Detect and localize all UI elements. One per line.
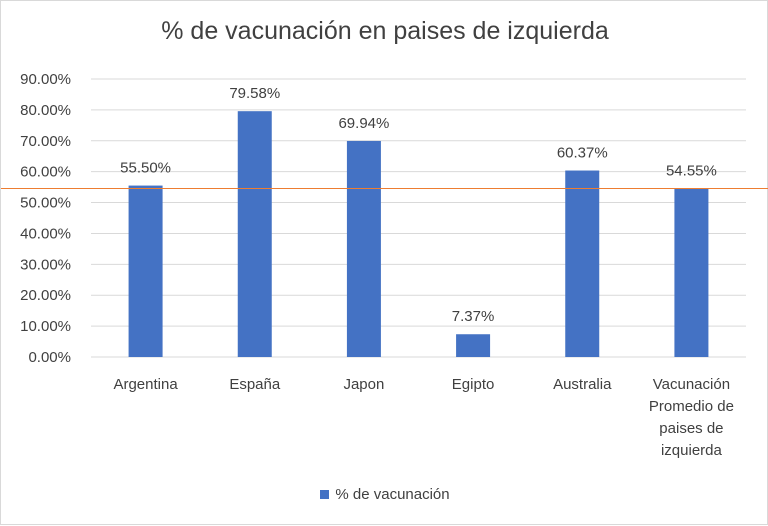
y-tick-label: 30.00% <box>20 256 71 273</box>
legend-swatch <box>320 490 330 499</box>
bar <box>128 185 163 357</box>
category-label: Japon <box>343 376 384 393</box>
y-tick-label: 90.00% <box>20 71 71 88</box>
bar <box>456 334 491 357</box>
bar <box>674 188 709 357</box>
category-label: Australia <box>553 376 612 393</box>
y-tick-label: 70.00% <box>20 133 71 150</box>
category-label: Argentina <box>113 376 178 393</box>
y-tick-label: 80.00% <box>20 102 71 119</box>
y-tick-label: 20.00% <box>20 287 71 304</box>
category-label: paises de <box>659 420 723 437</box>
category-label: Promedio de <box>649 398 734 415</box>
bar <box>565 170 600 357</box>
bar <box>346 140 381 357</box>
chart-title: % de vacunación en paises de izquierda <box>161 17 609 45</box>
bar <box>237 111 272 358</box>
data-label: 79.58% <box>229 85 280 102</box>
data-label: 60.37% <box>557 145 608 162</box>
category-label: Egipto <box>452 376 495 393</box>
legend-label: % de vacunación <box>335 486 450 503</box>
data-label: 54.55% <box>666 163 717 180</box>
y-tick-label: 10.00% <box>20 318 71 335</box>
y-tick-label: 60.00% <box>20 164 71 181</box>
data-label: 69.94% <box>338 115 389 132</box>
y-tick-label: 50.00% <box>20 195 71 212</box>
y-tick-label: 40.00% <box>20 225 71 242</box>
category-label: izquierda <box>661 442 723 459</box>
data-label: 55.50% <box>120 160 171 177</box>
data-label: 7.37% <box>452 308 495 325</box>
category-label: España <box>229 376 281 393</box>
y-tick-label: 0.00% <box>28 349 71 366</box>
category-label: Vacunación <box>653 376 730 393</box>
legend: % de vacunación <box>1 486 768 503</box>
